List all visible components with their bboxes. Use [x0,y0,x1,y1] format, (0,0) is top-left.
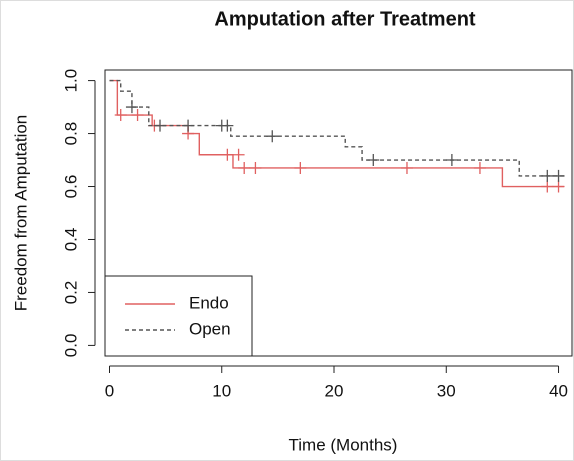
survival-line [109,79,565,177]
chart-title: Amputation after Treatment [214,8,475,30]
censor-mark [114,109,127,122]
censor-mark [294,161,307,174]
censor-mark [367,154,380,167]
censor-mark [154,119,167,132]
plot-box [104,69,573,357]
y-tick-label: 1.0 [61,69,80,93]
censor-mark [552,180,565,193]
censor-mark [445,154,458,167]
censor-mark [400,161,413,174]
x-tick-label: 10 [212,381,231,400]
x-tick-label: 40 [549,381,568,400]
censor-mark [249,161,262,174]
censor-mark [125,101,138,114]
censor-mark [221,148,234,161]
censor-mark [541,180,554,193]
censor-mark [131,109,144,122]
legend-label: Endo [189,293,229,312]
y-tick-label: 0.2 [61,281,80,305]
censor-mark [552,169,565,182]
x-tick-label: 30 [437,381,456,400]
legend-box [104,275,253,357]
censor-mark [473,161,486,174]
y-tick-label: 0.4 [61,228,80,252]
censor-mark [541,169,554,182]
y-tick-label: 0.6 [61,175,80,199]
legend-label: Open [189,319,231,338]
censor-mark [232,148,245,161]
y-axis-label: Freedom from Amputation [11,115,30,312]
y-tick-label: 0.0 [61,334,80,358]
censor-mark [221,119,234,132]
x-axis-label: Time (Months) [289,435,398,454]
censor-mark [266,130,279,143]
y-tick-label: 0.8 [61,122,80,146]
x-tick-label: 0 [105,381,114,400]
censor-mark [182,119,195,132]
censor-mark [238,161,251,174]
x-tick-label: 20 [325,381,344,400]
